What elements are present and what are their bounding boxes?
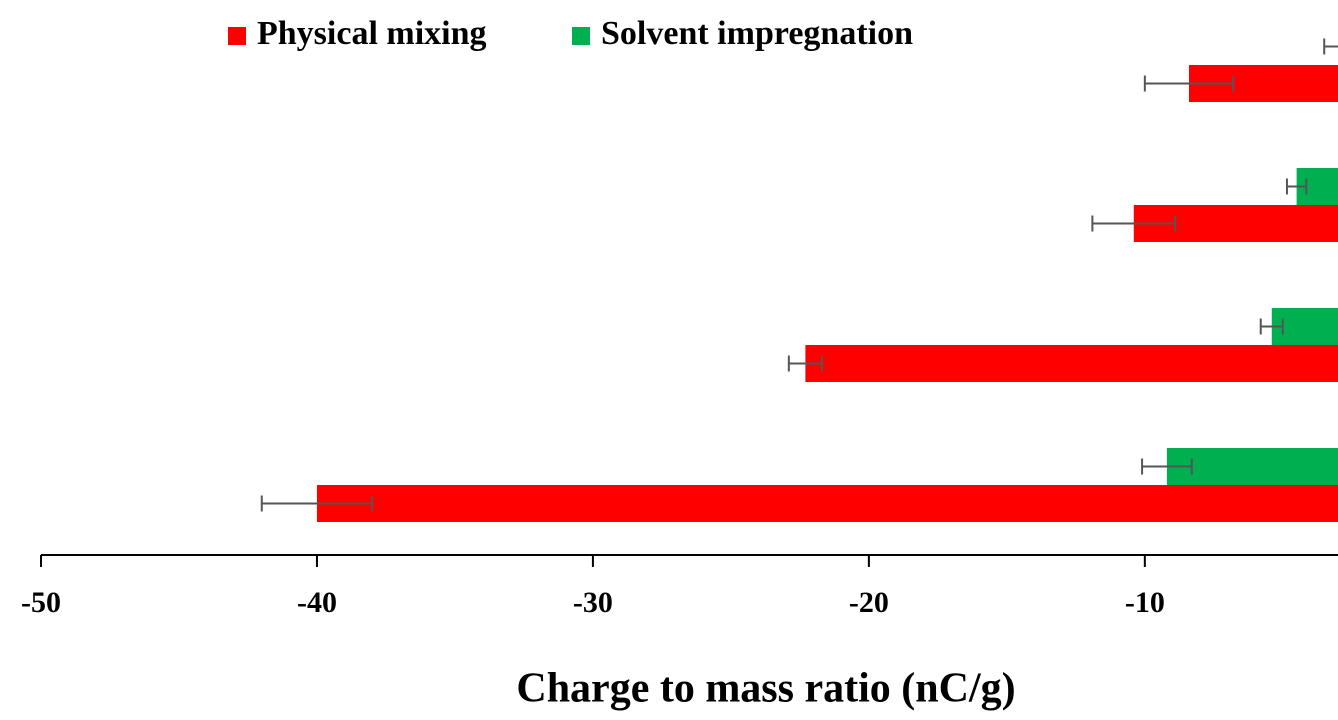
- error-bar: [1259, 318, 1284, 335]
- x-tick-label: -50: [21, 586, 61, 619]
- error-bar: [1323, 38, 1338, 55]
- error-bar: [1143, 75, 1235, 92]
- x-tick-label: -30: [573, 586, 613, 619]
- error-bar: [787, 355, 823, 372]
- x-axis-title: Charge to mass ratio (nC/g): [516, 666, 1015, 712]
- error-bar: [1141, 458, 1193, 475]
- x-tick-label: -10: [1125, 586, 1165, 619]
- legend-label: Solvent impregnation: [601, 15, 913, 52]
- legend-label: Physical mixing: [257, 15, 487, 52]
- bar: [316, 485, 1338, 522]
- x-tick-label: -20: [849, 586, 889, 619]
- legend-swatch: [572, 27, 590, 45]
- error-bar: [1285, 178, 1308, 195]
- bar: [1166, 448, 1338, 485]
- error-bar: [1091, 215, 1177, 232]
- bar: [805, 345, 1338, 382]
- x-tick-label: -40: [297, 586, 337, 619]
- error-bar: [260, 495, 374, 512]
- legend-swatch: [228, 27, 246, 45]
